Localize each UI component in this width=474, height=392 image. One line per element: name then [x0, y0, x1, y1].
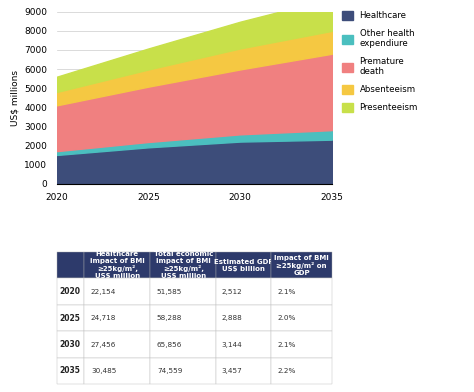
- Legend: Healthcare, Other health
expendiure, Premature
death, Absenteeism, Presenteeism: Healthcare, Other health expendiure, Pre…: [339, 7, 421, 116]
- Y-axis label: US$ millions: US$ millions: [11, 70, 20, 126]
